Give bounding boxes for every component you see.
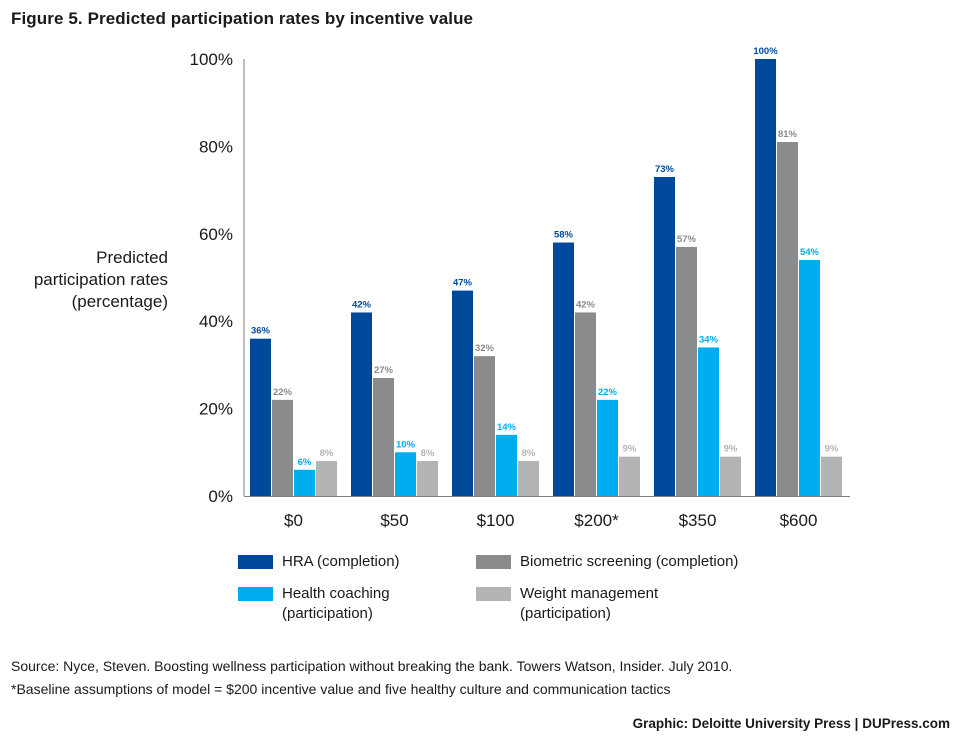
legend: HRA (completion) Biometric screening (co… bbox=[238, 552, 798, 632]
legend-label-line: Weight management bbox=[520, 585, 659, 602]
bar bbox=[272, 399, 293, 496]
data-label: 58% bbox=[554, 230, 574, 241]
y-tick-label: 0% bbox=[208, 487, 233, 506]
bar bbox=[351, 312, 372, 496]
footnote-line: *Baseline assumptions of model = $200 in… bbox=[11, 681, 671, 697]
x-tick-label: $0 bbox=[284, 511, 303, 530]
bar bbox=[720, 456, 741, 496]
data-label: 34% bbox=[699, 334, 719, 345]
bar bbox=[755, 59, 776, 496]
data-label: 8% bbox=[421, 448, 435, 459]
bar bbox=[417, 461, 438, 496]
y-axis-label-line: participation rates bbox=[33, 270, 168, 289]
bar bbox=[777, 142, 798, 496]
data-label: 6% bbox=[298, 457, 312, 468]
bar bbox=[250, 338, 271, 496]
bar bbox=[518, 461, 539, 496]
legend-swatch-biometric bbox=[476, 555, 511, 569]
data-label: 9% bbox=[724, 444, 738, 455]
legend-label-line: HRA (completion) bbox=[282, 553, 400, 570]
y-axis-label-line: (percentage) bbox=[71, 292, 168, 311]
data-label: 73% bbox=[655, 164, 675, 175]
bar bbox=[654, 176, 675, 497]
legend-label-hra: HRA (completion) bbox=[282, 552, 400, 572]
bar bbox=[676, 246, 697, 496]
data-label: 9% bbox=[623, 444, 637, 455]
legend-label-biometric: Biometric screening (completion) bbox=[520, 552, 738, 572]
x-tick-label: $600 bbox=[780, 511, 818, 530]
bar bbox=[799, 260, 820, 496]
data-label: 36% bbox=[251, 326, 271, 337]
bar bbox=[474, 356, 495, 496]
data-label: 54% bbox=[800, 247, 820, 258]
bar bbox=[496, 434, 517, 496]
y-tick-label: 60% bbox=[199, 225, 233, 244]
data-label: 22% bbox=[598, 387, 618, 398]
bar bbox=[597, 399, 618, 496]
bar bbox=[619, 456, 640, 496]
bar bbox=[698, 347, 719, 496]
y-axis-label-line: Predicted bbox=[96, 248, 168, 267]
data-label: 100% bbox=[753, 46, 778, 57]
x-tick-label: $50 bbox=[380, 511, 408, 530]
legend-swatch-weight bbox=[476, 587, 511, 601]
legend-label-coaching: Health coaching (participation) bbox=[282, 584, 390, 624]
data-label: 9% bbox=[825, 444, 839, 455]
data-label: 32% bbox=[475, 343, 495, 354]
data-label: 42% bbox=[352, 299, 372, 310]
data-label: 47% bbox=[453, 278, 473, 289]
y-tick-label: 80% bbox=[199, 137, 233, 156]
data-label: 42% bbox=[576, 299, 596, 310]
bar bbox=[575, 312, 596, 496]
bar bbox=[395, 452, 416, 496]
bar bbox=[821, 456, 842, 496]
data-label: 81% bbox=[778, 129, 798, 140]
y-tick-label: 20% bbox=[199, 400, 233, 419]
y-axis-label: Predicted participation rates (percentag… bbox=[10, 247, 168, 313]
data-label: 8% bbox=[320, 448, 334, 459]
chart-title: Figure 5. Predicted participation rates … bbox=[11, 9, 474, 28]
bar bbox=[452, 290, 473, 496]
x-tick-label: $350 bbox=[679, 511, 717, 530]
bar bbox=[316, 461, 337, 496]
bar bbox=[294, 469, 315, 496]
data-label: 10% bbox=[396, 439, 416, 450]
legend-label-line: Health coaching bbox=[282, 585, 390, 602]
source-line: Source: Nyce, Steven. Boosting wellness … bbox=[11, 658, 733, 674]
y-tick-label: 40% bbox=[199, 312, 233, 331]
bar bbox=[373, 378, 394, 496]
data-label: 57% bbox=[677, 234, 697, 245]
data-label: 14% bbox=[497, 422, 517, 433]
legend-label-line: (participation) bbox=[520, 605, 611, 622]
graphic-credit: Graphic: Deloitte University Press | DUP… bbox=[632, 716, 950, 731]
data-label: 22% bbox=[273, 387, 293, 398]
data-label: 27% bbox=[374, 365, 394, 376]
bar bbox=[553, 242, 574, 496]
bar-chart: 0% 20% 40% 60% 80% 100% 36% 22% 6% 8% $0 42% 27% 10% 8… bbox=[190, 46, 850, 530]
x-tick-label: $100 bbox=[477, 511, 515, 530]
legend-swatch-coaching bbox=[238, 587, 273, 601]
legend-label-line: Biometric screening (completion) bbox=[520, 553, 739, 570]
legend-label-line: (participation) bbox=[282, 605, 373, 622]
legend-swatch-hra bbox=[238, 555, 273, 569]
y-tick-label: 100% bbox=[190, 50, 233, 69]
data-label: 8% bbox=[522, 448, 536, 459]
source-notes: Source: Nyce, Steven. Boosting wellness … bbox=[11, 655, 732, 701]
x-tick-label: $200* bbox=[574, 511, 619, 530]
legend-label-weight: Weight management (participation) bbox=[520, 584, 658, 624]
